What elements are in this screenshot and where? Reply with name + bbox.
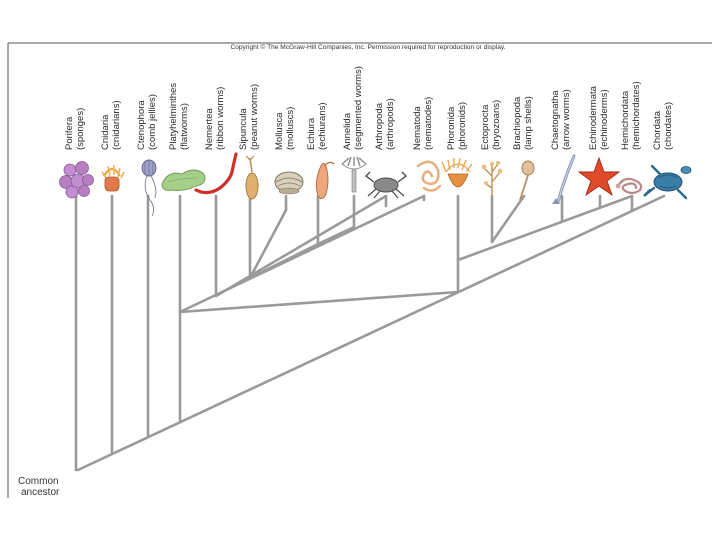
taxon-name: Echinodermata bbox=[588, 85, 599, 150]
taxon-common-name: (molluscs) bbox=[285, 107, 296, 150]
branch-brachiopoda bbox=[490, 194, 526, 244]
taxon-label-echiura: Echiura (echiurans) bbox=[306, 102, 328, 150]
taxon-common-name: (echiurans) bbox=[317, 102, 328, 150]
organism-icons bbox=[59, 152, 692, 217]
taxon-common-name: (bryozoans) bbox=[491, 100, 502, 150]
branch-deuterostome-clade bbox=[456, 194, 634, 262]
ribbon-worm-icon bbox=[194, 152, 238, 195]
taxon-name: Sipuncula bbox=[238, 108, 249, 150]
tree-branches bbox=[74, 194, 666, 472]
taxon-label-ectoprocta: Ectoprocta (bryozoans) bbox=[480, 100, 502, 150]
taxon-name: Cnidaria bbox=[100, 114, 111, 150]
branch-lophotrochozoa bbox=[214, 194, 388, 298]
phoronid-icon bbox=[441, 157, 473, 188]
taxon-label-cnidaria: Cnidaria (cnidarians) bbox=[100, 100, 122, 150]
clam-icon bbox=[274, 171, 304, 195]
taxon-common-name: (sponges) bbox=[75, 108, 86, 150]
taxon-name: Chaetognatha bbox=[550, 90, 561, 150]
taxon-label-arthropoda: Arthropoda (arthropods) bbox=[374, 98, 396, 150]
taxon-common-name: (arthropods) bbox=[385, 98, 396, 150]
taxon-label-chordata: Chordata (chordates) bbox=[652, 102, 674, 150]
bryozoan-icon bbox=[481, 160, 503, 196]
taxon-name: Annelida bbox=[342, 112, 353, 150]
taxon-name: Mollusca bbox=[274, 112, 285, 150]
acorn-worm-icon bbox=[615, 177, 643, 195]
taxon-label-hemichordata: Hemichordata (hemichordates) bbox=[620, 81, 642, 150]
taxon-label-ctenophora: Ctenophora (comb jellies) bbox=[136, 94, 158, 150]
taxon-common-name: (hemichordates) bbox=[631, 81, 642, 150]
taxon-label-nematoda: Nematoda (nematodes) bbox=[412, 97, 434, 150]
common-ancestor-label-line2: ancestor bbox=[21, 487, 60, 498]
taxon-common-name: (peanut worms) bbox=[249, 84, 260, 150]
taxon-label-nemertea: Nemertea (ribbon worms) bbox=[204, 87, 226, 150]
taxon-name: Ctenophora bbox=[136, 100, 147, 150]
taxon-common-name: (nematodes) bbox=[423, 97, 434, 150]
taxon-label-phoronida: Phoronida (phoronids) bbox=[446, 102, 468, 150]
taxon-common-name: (segmented worms) bbox=[353, 66, 364, 150]
branch-link bbox=[178, 290, 460, 314]
comb-jelly-icon bbox=[141, 159, 157, 217]
taxon-label-mollusca: Mollusca (molluscs) bbox=[274, 107, 296, 150]
taxon-name: Echiura bbox=[306, 117, 317, 150]
sea-turtle-icon bbox=[643, 164, 692, 200]
echiuran-icon bbox=[315, 161, 335, 199]
taxon-name: Brachiopoda bbox=[512, 96, 523, 150]
taxon-label-annelida: Annelida (segmented worms) bbox=[342, 66, 364, 150]
taxon-label-sipuncula: Sipuncula (peanut worms) bbox=[238, 84, 260, 150]
taxon-name: Porifera bbox=[64, 116, 75, 150]
taxon-common-name: (chordates) bbox=[663, 102, 674, 150]
taxon-common-name: (lamp shells) bbox=[523, 96, 534, 150]
taxon-label-porifera: Porifera (sponges) bbox=[64, 108, 86, 150]
taxon-label-platyhelminthes: Platyhelminthes (flatworms) bbox=[168, 83, 190, 150]
taxon-common-name: (flatworms) bbox=[179, 103, 190, 150]
taxon-name: Hemichordata bbox=[620, 90, 631, 150]
arrow-worm-icon bbox=[552, 154, 576, 204]
branch-echiura-annelida bbox=[248, 242, 320, 280]
taxon-name: Nematoda bbox=[412, 105, 423, 150]
taxon-name: Ectoprocta bbox=[480, 104, 491, 150]
flatworm-icon bbox=[161, 169, 206, 191]
sea-star-icon bbox=[577, 156, 621, 197]
taxon-name: Platyhelminthes bbox=[168, 83, 179, 150]
taxon-name: Phoronida bbox=[446, 106, 457, 150]
fan-worm-icon bbox=[341, 156, 367, 193]
taxon-labels: Porifera (sponges) Cnidaria (cnidarians) Cte… bbox=[64, 66, 674, 150]
branch-annelid-link bbox=[316, 225, 356, 246]
branch-main-diagonal bbox=[76, 194, 666, 472]
taxon-label-echinodermata: Echinodermata (echinoderms) bbox=[588, 85, 610, 150]
taxon-label-chaetognatha: Chaetognatha (arrow worms) bbox=[550, 89, 572, 150]
nematode-icon bbox=[416, 160, 442, 192]
taxon-name: Arthropoda bbox=[374, 102, 385, 150]
taxon-name: Chordata bbox=[652, 110, 663, 150]
taxon-common-name: (ribbon worms) bbox=[215, 87, 226, 150]
taxon-common-name: (phoronids) bbox=[457, 102, 468, 150]
sea-anemone-icon bbox=[101, 165, 125, 192]
taxon-common-name: (arrow worms) bbox=[561, 89, 572, 150]
copyright-notice: Copyright © The McGraw-Hill Companies, I… bbox=[230, 43, 505, 51]
taxon-common-name: (comb jellies) bbox=[147, 94, 158, 150]
common-ancestor-label: Common bbox=[18, 476, 59, 487]
lamp-shell-icon bbox=[519, 160, 535, 201]
branch-mollusca-group bbox=[248, 208, 288, 280]
crab-icon bbox=[364, 171, 408, 199]
taxon-name: Nemertea bbox=[204, 108, 215, 150]
peanut-worm-icon bbox=[245, 155, 259, 200]
sponge-icon bbox=[59, 161, 94, 199]
taxon-common-name: (cnidarians) bbox=[111, 100, 122, 150]
taxon-common-name: (echinoderms) bbox=[599, 89, 610, 150]
taxon-label-brachiopoda: Brachiopoda (lamp shells) bbox=[512, 96, 534, 150]
